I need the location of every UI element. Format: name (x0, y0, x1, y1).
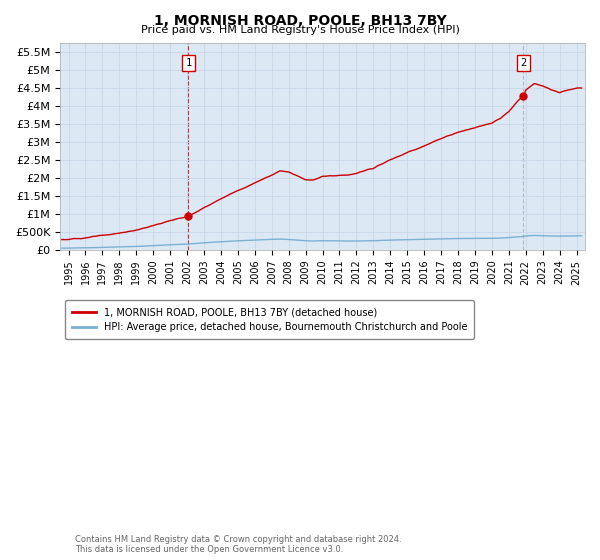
Legend: 1, MORNISH ROAD, POOLE, BH13 7BY (detached house), HPI: Average price, detached : 1, MORNISH ROAD, POOLE, BH13 7BY (detach… (65, 300, 474, 339)
Text: 2: 2 (520, 58, 526, 68)
Text: Contains HM Land Registry data © Crown copyright and database right 2024.
This d: Contains HM Land Registry data © Crown c… (75, 535, 401, 554)
Text: Price paid vs. HM Land Registry's House Price Index (HPI): Price paid vs. HM Land Registry's House … (140, 25, 460, 35)
Text: 1, MORNISH ROAD, POOLE, BH13 7BY: 1, MORNISH ROAD, POOLE, BH13 7BY (154, 14, 446, 28)
Title: Price paid vs. HM Land Registry's House Price Index (HPI): Price paid vs. HM Land Registry's House … (0, 559, 1, 560)
Text: 1: 1 (185, 58, 191, 68)
